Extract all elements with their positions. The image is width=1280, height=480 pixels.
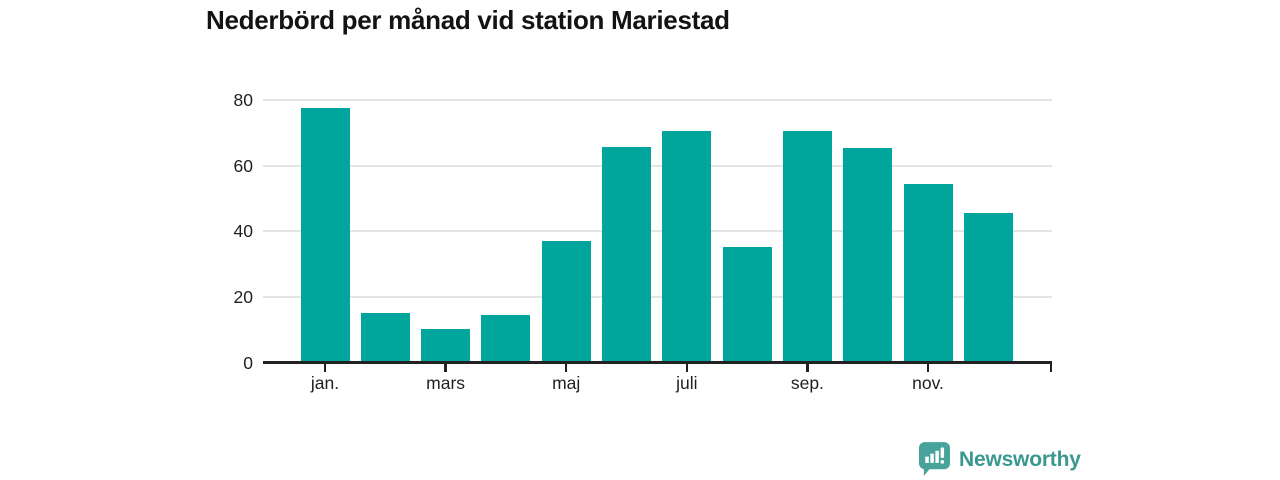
- newsworthy-logo: Newsworthy: [919, 442, 1081, 477]
- x-axis-baseline: [263, 361, 1052, 364]
- chart-title: Nederbörd per månad vid station Mariesta…: [206, 5, 730, 35]
- x-tick-label-nov.: nov.: [912, 373, 944, 393]
- y-gridline-20: [263, 296, 1052, 299]
- bar-juni: [602, 147, 651, 363]
- x-tick-label-juli: juli: [676, 373, 698, 393]
- bar-feb.: [360, 313, 410, 363]
- x-tick-label-sep.: sep.: [790, 373, 824, 393]
- x-tick-juli: [685, 363, 689, 372]
- y-tick-label-60: 60: [233, 155, 253, 176]
- bar-sep.: [782, 131, 832, 363]
- bar-maj: [541, 241, 591, 363]
- y-tick-label-80: 80: [233, 89, 253, 110]
- bar-jan.: [300, 108, 350, 363]
- y-tick-label-0: 0: [243, 353, 253, 373]
- x-tick-label-mars: mars: [426, 373, 466, 393]
- bar-juli: [662, 131, 712, 363]
- bar-apr.: [481, 315, 531, 363]
- bar-mars: [421, 329, 471, 363]
- y-tick-label-20: 20: [233, 287, 253, 308]
- bar-nov.: [903, 184, 953, 363]
- newsworthy-logo-icon: [919, 442, 950, 476]
- x-tick-jan.: [323, 363, 327, 372]
- bar-okt.: [843, 148, 893, 363]
- x-tick-mars: [444, 363, 447, 372]
- y-tick-label-40: 40: [233, 221, 253, 242]
- x-tick-label-maj: maj: [552, 373, 581, 393]
- plot-area: 0 20 40 60 80 jan. mars maj juli sep. nov.: [234, 90, 1052, 393]
- x-tick-maj: [564, 363, 568, 372]
- y-gridline-40: [263, 230, 1052, 233]
- bar-dec.: [963, 213, 1013, 363]
- x-tick-nov.: [926, 363, 930, 372]
- x-axis-end-tick: [1049, 363, 1052, 372]
- y-gridline-60: [263, 164, 1052, 167]
- x-tick-label-jan.: jan.: [310, 373, 340, 393]
- newsworthy-logo-text: Newsworthy: [959, 447, 1081, 471]
- x-tick-sep.: [806, 363, 809, 372]
- y-gridline-80: [263, 98, 1052, 101]
- bar-aug.: [722, 247, 772, 363]
